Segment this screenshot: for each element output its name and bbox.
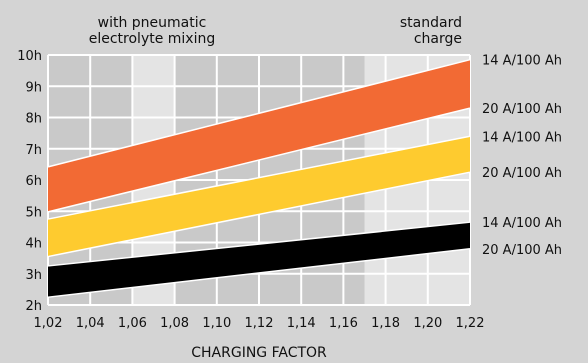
band-2 <box>48 136 470 257</box>
y-tick-label-7: 9h <box>25 80 42 95</box>
x-tick-label-8: 1,18 <box>371 316 400 331</box>
y-tick-label-2: 4h <box>25 237 42 252</box>
band-3-upper-edge <box>47 221 471 267</box>
y-tick-label-5: 7h <box>25 143 42 158</box>
x-tick-label-3: 1,08 <box>160 316 189 331</box>
band-2-upper-label: 14 A/100 Ah <box>482 130 562 145</box>
y-tick-label-0: 2h <box>25 299 42 314</box>
band-1 <box>48 59 470 212</box>
x-tick-label-9: 1,20 <box>413 316 442 331</box>
band-1-upper-label: 14 A/100 Ah <box>482 54 562 69</box>
band-3-lower-label: 20 A/100 Ah <box>482 243 562 258</box>
y-tick-label-4: 6h <box>25 174 42 189</box>
band-3-upper-label: 14 A/100 Ah <box>482 216 562 231</box>
annotation-left-line-2: electrolyte mixing <box>89 31 216 47</box>
annotation-left-line-1: with pneumatic <box>98 15 207 31</box>
x-tick-label-7: 1,16 <box>329 316 358 331</box>
band-3-lower-edge <box>47 248 471 298</box>
y-tick-label-8: 10h <box>17 49 42 64</box>
x-tick-label-2: 1,06 <box>118 316 147 331</box>
annotation-right-line-1: standard <box>400 15 462 31</box>
band-1-lower-label: 20 A/100 Ah <box>482 102 562 117</box>
x-tick-label-10: 1,22 <box>456 316 485 331</box>
band-1-upper-edge <box>47 58 471 168</box>
x-axis-title: CHARGING FACTOR <box>191 345 327 361</box>
band-2-lower-label: 20 A/100 Ah <box>482 166 562 181</box>
y-tick-label-3: 5h <box>25 205 42 220</box>
annotation-right-line-2: charge <box>414 31 462 47</box>
band-1-lower-edge <box>47 107 471 213</box>
band-2-upper-edge <box>47 135 471 220</box>
x-tick-label-0: 1,02 <box>34 316 63 331</box>
y-tick-label-1: 3h <box>25 268 42 283</box>
band-3 <box>48 222 470 298</box>
band-2-lower-edge <box>47 171 471 258</box>
x-tick-label-1: 1,04 <box>76 316 105 331</box>
y-tick-label-6: 8h <box>25 112 42 127</box>
x-tick-label-5: 1,12 <box>245 316 274 331</box>
x-tick-label-4: 1,10 <box>202 316 231 331</box>
x-tick-label-6: 1,14 <box>287 316 316 331</box>
